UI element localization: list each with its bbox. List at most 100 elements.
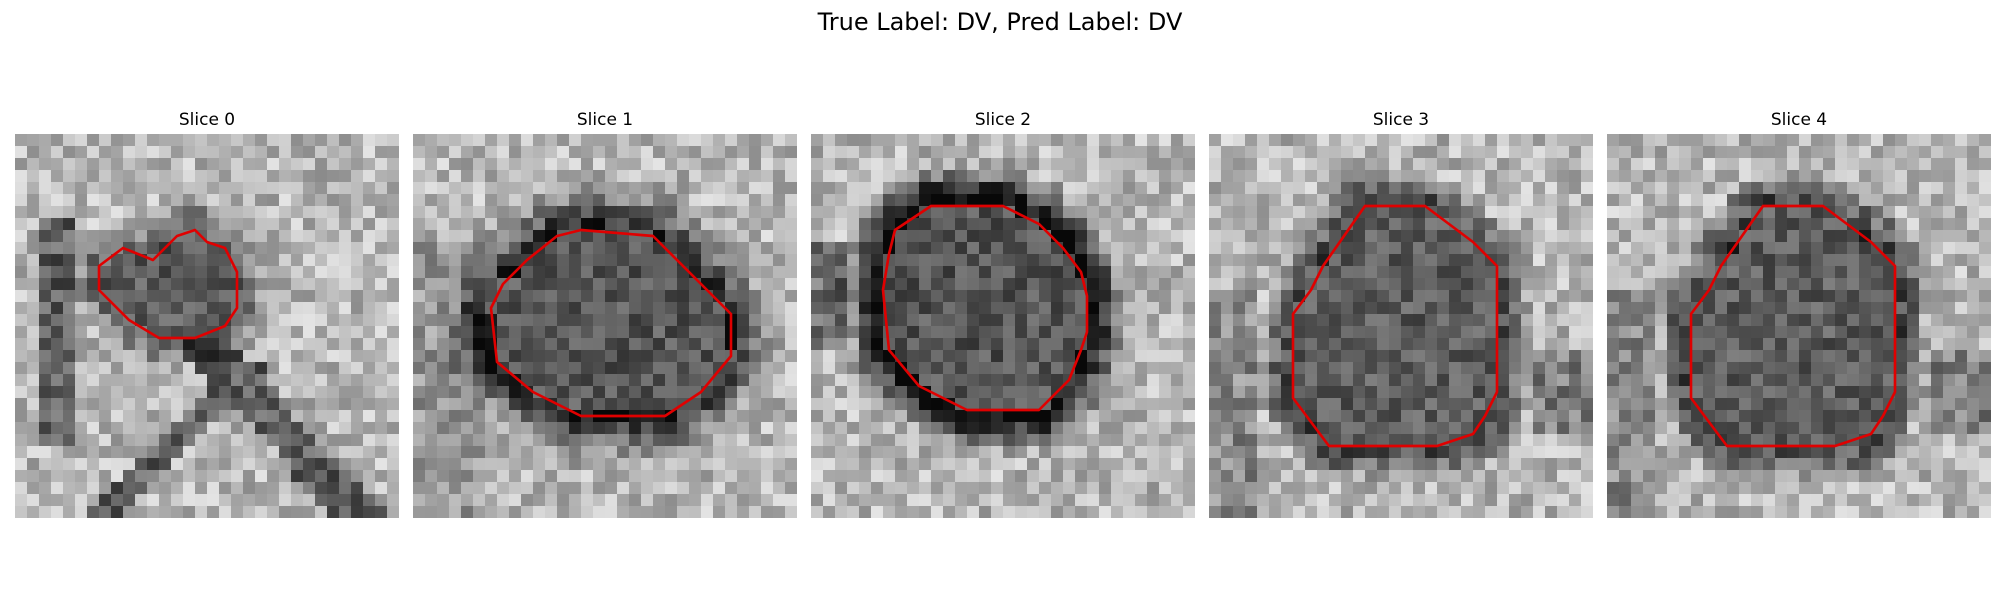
image-pixel (387, 446, 399, 459)
image-pixel (1281, 230, 1294, 243)
image-pixel (1353, 254, 1366, 267)
image-pixel (605, 314, 618, 327)
image-pixel (147, 374, 160, 387)
image-pixel (351, 206, 364, 219)
image-pixel (1233, 146, 1246, 159)
image-pixel (1063, 170, 1076, 183)
image-pixel (461, 422, 474, 435)
image-pixel (1955, 374, 1968, 387)
image-pixel (907, 182, 920, 195)
image-pixel (1135, 326, 1148, 339)
image-pixel (1679, 314, 1692, 327)
image-pixel (545, 350, 558, 363)
image-pixel (1147, 338, 1160, 351)
image-pixel (1209, 482, 1222, 495)
image-pixel (425, 290, 438, 303)
image-pixel (1449, 146, 1462, 159)
image-pixel (593, 458, 606, 471)
image-pixel (1087, 206, 1100, 219)
image-pixel (919, 482, 932, 495)
image-pixel (1775, 374, 1788, 387)
image-pixel (461, 494, 474, 507)
image-pixel (1075, 326, 1088, 339)
image-pixel (1943, 338, 1956, 351)
image-pixel (1823, 242, 1836, 255)
image-pixel (473, 266, 486, 279)
image-pixel (1533, 386, 1546, 399)
image-pixel (255, 482, 268, 495)
image-pixel (159, 458, 172, 471)
image-pixel (111, 170, 124, 183)
image-pixel (291, 350, 304, 363)
image-pixel (135, 314, 148, 327)
image-pixel (533, 506, 546, 518)
image-pixel (1413, 218, 1426, 231)
image-pixel (1751, 146, 1764, 159)
image-pixel (1221, 410, 1234, 423)
image-pixel (1245, 458, 1258, 471)
image-pixel (823, 158, 836, 171)
image-pixel (1245, 290, 1258, 303)
image-pixel (1655, 218, 1668, 231)
image-pixel (907, 134, 920, 147)
image-pixel (701, 194, 714, 207)
image-pixel (1679, 146, 1692, 159)
image-pixel (413, 266, 426, 279)
image-pixel (1919, 254, 1932, 267)
image-pixel (1159, 338, 1172, 351)
image-pixel (1401, 182, 1414, 195)
image-pixel (991, 218, 1004, 231)
image-pixel (1389, 386, 1402, 399)
image-pixel (135, 506, 148, 518)
image-pixel (1425, 362, 1438, 375)
image-pixel (943, 326, 956, 339)
image-pixel (979, 434, 992, 447)
image-pixel (1691, 218, 1704, 231)
image-pixel (1183, 242, 1195, 255)
image-pixel (1051, 254, 1064, 267)
image-pixel (1569, 326, 1582, 339)
image-pixel (1437, 206, 1450, 219)
image-pixel (1871, 146, 1884, 159)
image-pixel (689, 506, 702, 518)
image-pixel (617, 458, 630, 471)
image-pixel (1389, 326, 1402, 339)
image-pixel (51, 482, 64, 495)
image-pixel (375, 386, 388, 399)
image-pixel (1413, 266, 1426, 279)
image-pixel (1171, 446, 1184, 459)
image-pixel (689, 302, 702, 315)
image-pixel (1497, 458, 1510, 471)
image-pixel (931, 410, 944, 423)
image-pixel (1703, 374, 1716, 387)
image-pixel (1667, 218, 1680, 231)
image-pixel (677, 410, 690, 423)
image-pixel (123, 446, 136, 459)
image-pixel (1569, 278, 1582, 291)
image-pixel (87, 434, 100, 447)
image-pixel (1425, 134, 1438, 147)
image-pixel (1811, 170, 1824, 183)
image-pixel (437, 182, 450, 195)
image-pixel (1811, 410, 1824, 423)
image-pixel (1027, 326, 1040, 339)
image-pixel (1703, 218, 1716, 231)
image-pixel (1027, 386, 1040, 399)
image-pixel (991, 326, 1004, 339)
image-pixel (1147, 374, 1160, 387)
image-pixel (1281, 182, 1294, 195)
image-pixel (497, 398, 510, 411)
image-pixel (159, 494, 172, 507)
image-pixel (545, 446, 558, 459)
image-pixel (1667, 422, 1680, 435)
image-pixel (1919, 338, 1932, 351)
image-pixel (387, 134, 399, 147)
image-pixel (485, 446, 498, 459)
image-pixel (641, 338, 654, 351)
image-pixel (1895, 374, 1908, 387)
image-pixel (1607, 410, 1620, 423)
image-pixel (1979, 146, 1991, 159)
image-pixel (1557, 434, 1570, 447)
image-pixel (437, 230, 450, 243)
image-pixel (243, 398, 256, 411)
